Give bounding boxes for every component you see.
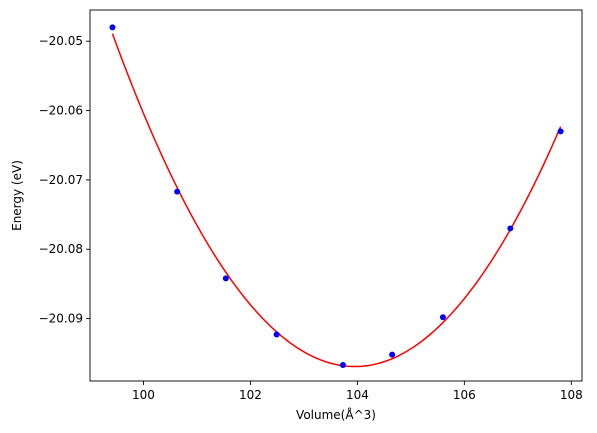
- data-point: [273, 331, 280, 338]
- y-tick-label: −20.09: [39, 312, 83, 326]
- data-point: [439, 314, 446, 321]
- x-tick-label: 108: [560, 388, 583, 402]
- y-axis-label: Energy (eV): [10, 160, 24, 231]
- plot-area: [109, 24, 564, 369]
- y-tick-label: −20.08: [39, 242, 83, 256]
- fit-curve: [111, 33, 562, 368]
- data-point: [389, 351, 396, 358]
- data-point: [174, 188, 181, 195]
- plot-frame: [89, 9, 583, 382]
- x-tick-label: 106: [453, 388, 476, 402]
- y-tick-label: −20.06: [39, 104, 83, 118]
- data-point: [222, 275, 229, 282]
- y-tick-label: −20.05: [39, 34, 83, 48]
- data-point: [557, 128, 564, 135]
- x-tick-label: 102: [239, 388, 262, 402]
- data-point: [507, 225, 514, 232]
- data-point: [339, 362, 346, 369]
- data-point: [109, 24, 116, 31]
- x-tick-label: 104: [346, 388, 369, 402]
- axes: 100 102 104 106 108 −20.09 −20.08 −20.07 −20.06 −…: [39, 9, 583, 402]
- y-tick-label: −20.07: [39, 173, 83, 187]
- x-axis-label: Volume(Å^3): [296, 407, 376, 422]
- x-tick-label: 100: [132, 388, 155, 402]
